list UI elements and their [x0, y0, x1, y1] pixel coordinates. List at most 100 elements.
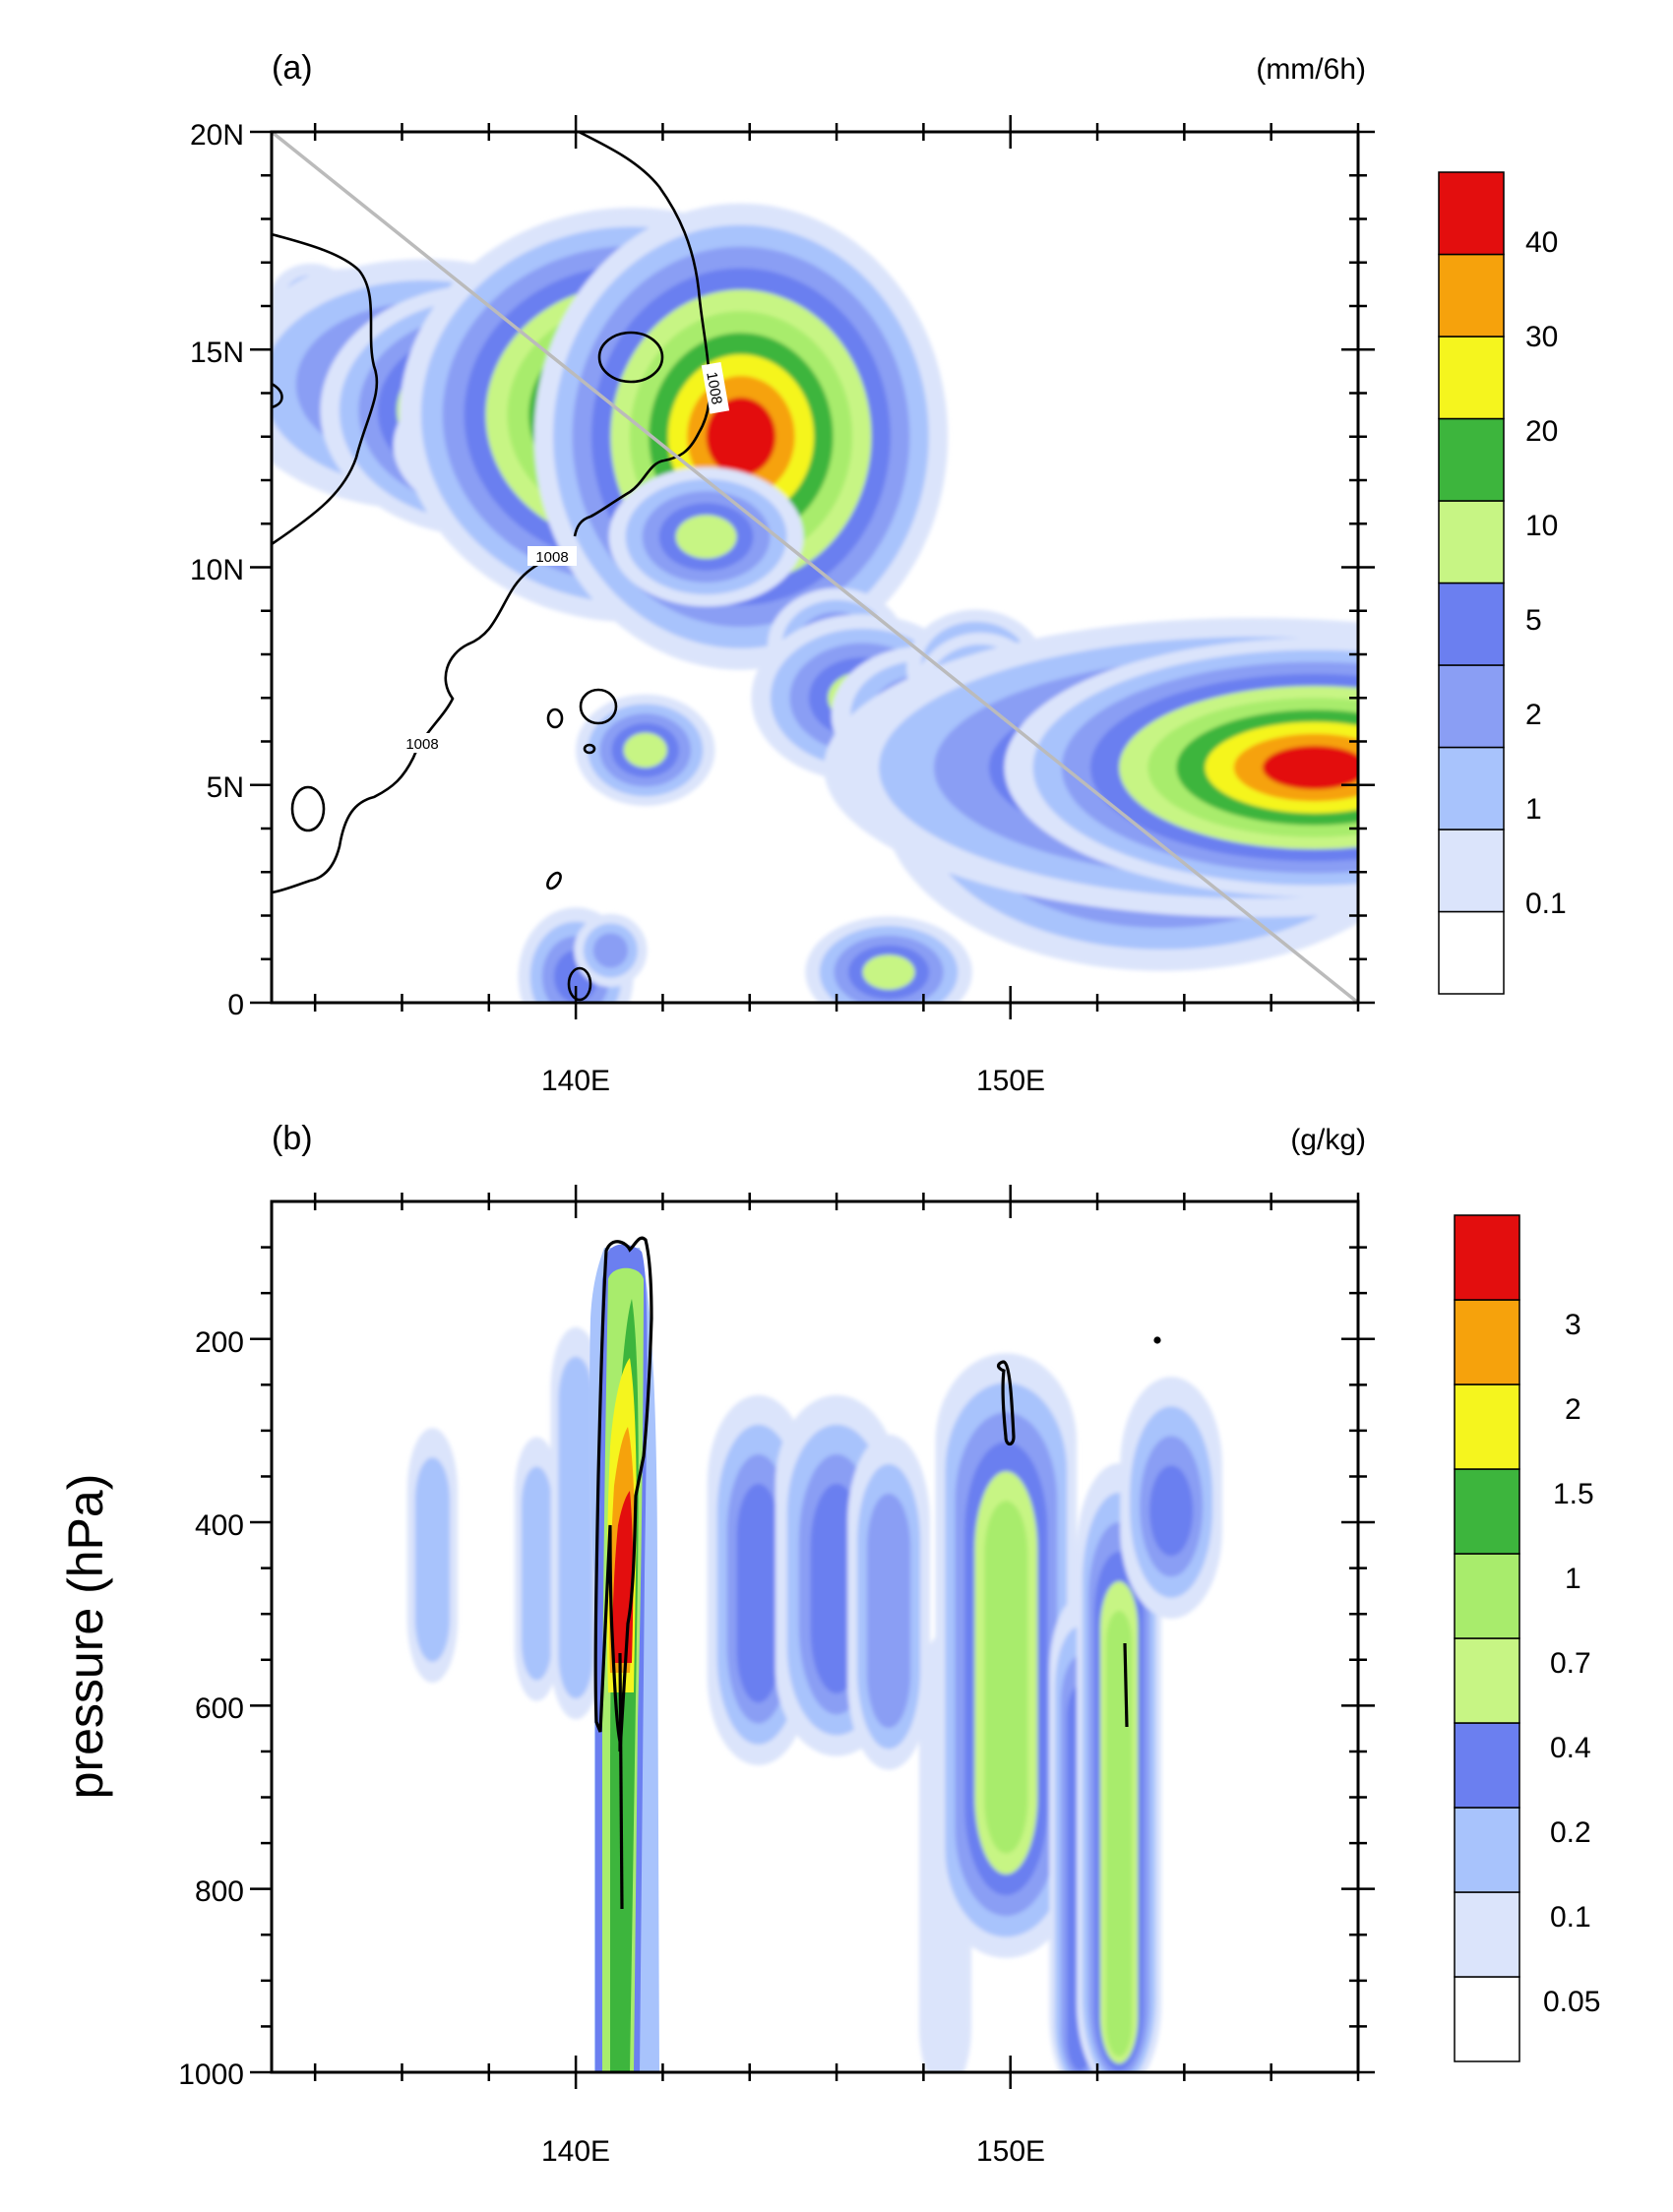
mixing-ratio-field: [406, 1326, 1222, 2072]
legend-b-swatch-8: [1454, 1299, 1520, 1385]
legend-a-swatch-0: [1438, 910, 1505, 995]
panel-b-ylabel: pressure (hPa): [58, 1474, 113, 1800]
column-3-level-4: [736, 1483, 780, 1703]
ytick-label-400: 400: [195, 1509, 244, 1542]
cloud-contour-stem: [618, 1652, 624, 1910]
xtick-label-a-140E: 140E: [541, 1065, 610, 1097]
legend-b-swatch-7: [1454, 1383, 1520, 1470]
isobar-closed-3: [546, 707, 564, 729]
legend-a-label-0: 0.1: [1525, 888, 1567, 920]
isobar-1008-east: [573, 132, 712, 537]
panel-a-colorbar-labels: 0.1 1 2 5 10 20 30 40: [1525, 226, 1567, 920]
ytick-label-0: 0: [227, 989, 244, 1021]
legend-a-label-2: 2: [1525, 699, 1542, 731]
column-2-level-2: [558, 1356, 593, 1699]
panel-a-plot-area: 1008 1008 1008: [272, 132, 1358, 1003]
isobar-closed-7: [567, 966, 592, 1002]
precip-cell-7-level-5: [675, 515, 737, 559]
legend-b-label-4: 0.7: [1550, 1647, 1591, 1680]
xtick-label-a-150E: 150E: [976, 1065, 1045, 1097]
isobar-contours: [272, 132, 712, 1002]
legend-a-swatch-5: [1438, 500, 1505, 584]
isobar-closed-1: [597, 331, 664, 384]
ytick-label-5N: 5N: [207, 771, 244, 804]
legend-b-label-6: 1.5: [1553, 1478, 1594, 1510]
legend-b-swatch-1: [1454, 1891, 1520, 1978]
ytick-label-10N: 10N: [190, 554, 244, 586]
legend-a-swatch-6: [1438, 417, 1505, 502]
xtick-label-b-140E: 140E: [541, 2135, 610, 2168]
legend-a-swatch-7: [1438, 336, 1505, 420]
column-9-level-6: [1105, 1611, 1133, 2057]
legend-b-swatch-6: [1454, 1468, 1520, 1555]
isobar-label-bg-2: [398, 733, 447, 753]
legend-b-label-3: 0.4: [1550, 1732, 1591, 1764]
column-0-level-2: [414, 1457, 451, 1662]
isobar-1008-west: [272, 232, 379, 546]
isobar-closed-5: [290, 785, 326, 832]
isobar-closed-6: [546, 871, 562, 891]
legend-a-swatch-2: [1438, 746, 1505, 830]
panel-b-frame: [270, 1199, 1360, 2074]
legend-a-label-3: 5: [1525, 604, 1542, 637]
legend-a-label-7: 40: [1525, 226, 1558, 259]
cloud-contours: [593, 1236, 1161, 1910]
isobar-labels: 1008 1008 1008: [398, 361, 730, 753]
panel-a-units: (mm/6h): [1256, 53, 1366, 86]
legend-b-swatch-5: [1454, 1553, 1520, 1639]
cloud-contour-dot: [1153, 1336, 1161, 1344]
panel-b-ticks: [250, 1185, 1375, 2089]
cloud-contour-150E: [996, 1360, 1016, 1446]
isobar-closed-2: [579, 688, 618, 725]
panel-a-label: (a): [272, 49, 313, 87]
panel-a: (a) (mm/6h) 1008: [190, 49, 1567, 1097]
cloud-contour-152E: [1123, 1642, 1129, 1728]
ytick-label-20N: 20N: [190, 119, 244, 152]
cross-section-line: [272, 132, 1358, 1003]
legend-b-swatch-2: [1454, 1807, 1520, 1893]
xtick-label-b-150E: 150E: [976, 2135, 1045, 2168]
panel-b-plot-area: [272, 1201, 1358, 2072]
panel-b: (b) (g/kg) pressure (hPa): [58, 1120, 1600, 2168]
ytick-label-15N: 15N: [190, 337, 244, 369]
isobar-label-2: 1008: [405, 736, 438, 753]
panel-b-colorbar-labels: 0.05 0.1 0.2 0.4 0.7 1 1.5 2 3: [1543, 1309, 1600, 2018]
legend-b-swatch-0: [1454, 1976, 1520, 2062]
isobar-label-bg-3: [701, 361, 730, 414]
panel-b-units: (g/kg): [1290, 1124, 1366, 1156]
isobar-label-1: 1008: [535, 549, 568, 566]
ytick-label-800: 800: [195, 1875, 244, 1908]
legend-a-swatch-9: [1438, 171, 1505, 256]
panel-a-ticks: [250, 115, 1375, 1019]
column-10-level-4: [1149, 1465, 1194, 1557]
legend-b-label-7: 2: [1565, 1393, 1581, 1426]
legend-b-label-0: 0.05: [1543, 1986, 1600, 2018]
precip-cell-6-level-10: [706, 397, 776, 476]
isobar-edge-west: [272, 382, 283, 409]
panel-a-colorbar: [1438, 171, 1505, 995]
legend-b-swatch-9: [1454, 1214, 1520, 1301]
precip-cell-21-level-5: [862, 954, 915, 990]
column-5-level-3: [866, 1493, 911, 1729]
legend-b-label-5: 1: [1565, 1563, 1581, 1595]
column-7-level-6: [984, 1501, 1028, 1854]
legend-b-swatch-3: [1454, 1722, 1520, 1809]
precip-cell-13-level-5: [623, 732, 667, 768]
legend-b-label-8: 3: [1565, 1309, 1581, 1341]
isobar-closed-4: [583, 743, 596, 755]
panel-b-label: (b): [272, 1120, 313, 1157]
legend-a-label-4: 10: [1525, 510, 1558, 542]
precip-cell-20-level-3: [592, 933, 629, 968]
legend-b-swatch-4: [1454, 1637, 1520, 1724]
legend-a-swatch-8: [1438, 253, 1505, 338]
legend-a-swatch-3: [1438, 664, 1505, 749]
panel-b-colorbar: [1454, 1214, 1520, 2062]
legend-a-swatch-1: [1438, 829, 1505, 913]
ytick-label-600: 600: [195, 1692, 244, 1725]
legend-a-swatch-4: [1438, 582, 1505, 666]
legend-b-label-1: 0.1: [1550, 1901, 1591, 1934]
legend-b-label-2: 0.2: [1550, 1816, 1591, 1849]
ytick-label-1000: 1000: [178, 2058, 244, 2091]
precip-cell-18-level-10: [1262, 745, 1358, 790]
